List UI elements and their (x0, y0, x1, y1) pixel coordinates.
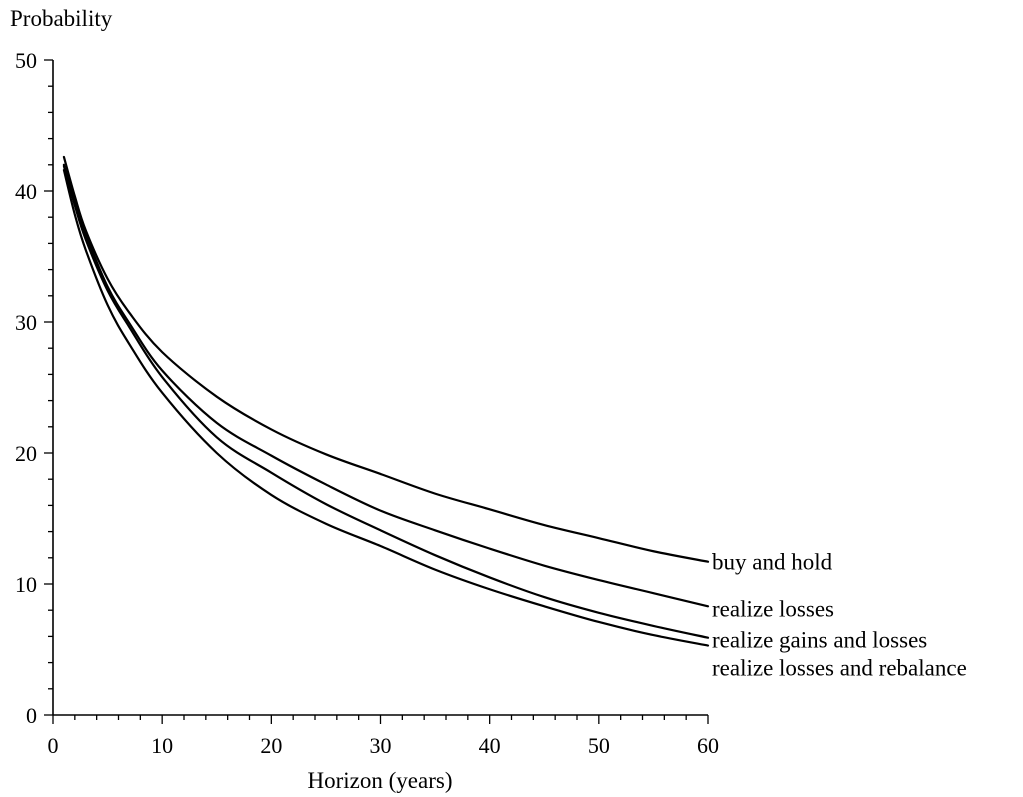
y-tick-label: 20 (15, 441, 37, 466)
x-tick-label: 30 (370, 733, 392, 758)
x-tick-label: 10 (151, 733, 173, 758)
series-line-realize-losses-and-rebalance (62, 168, 710, 647)
x-tick-label: 50 (588, 733, 610, 758)
x-tick-label: 0 (48, 733, 59, 758)
y-tick-label: 0 (26, 703, 37, 728)
series-line-realize-losses (62, 163, 710, 608)
series-line-buy-and-hold (62, 155, 710, 563)
series-label-realize-gains-and-losses: realize gains and losses (712, 628, 927, 653)
x-tick-label: 40 (479, 733, 501, 758)
x-axis-label: Horizon (years) (308, 768, 453, 793)
y-tick-label: 30 (15, 310, 37, 335)
series-labels: buy and hold realize losses realize gains … (712, 550, 967, 681)
x-tick-label: 20 (260, 733, 282, 758)
series-lines (62, 155, 710, 647)
axis-ticks: 0 10 20 30 40 50 60 0 10 20 30 40 50 (15, 48, 719, 758)
y-axis-label: Probability (10, 6, 113, 31)
series-label-realize-losses: realize losses (712, 596, 834, 621)
x-tick-label: 60 (697, 733, 719, 758)
y-tick-label: 50 (15, 48, 37, 73)
series-line-realize-gains-and-losses (62, 165, 710, 639)
series-label-realize-losses-and-rebalance: realize losses and rebalance (712, 656, 967, 681)
y-tick-label: 10 (15, 572, 37, 597)
series-label-buy-and-hold: buy and hold (712, 550, 833, 575)
y-tick-label: 40 (15, 179, 37, 204)
